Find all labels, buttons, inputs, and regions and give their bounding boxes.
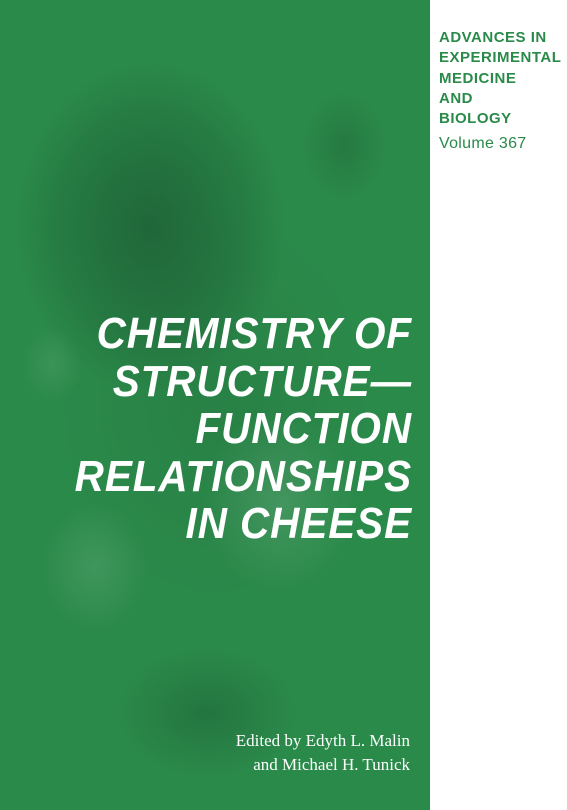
- volume-number: Volume 367: [439, 135, 549, 153]
- editor-line: Edited by Edyth L. Malin: [236, 731, 410, 750]
- title-line: STRUCTURE—: [113, 357, 412, 406]
- series-line: EXPERIMENTAL: [439, 49, 561, 66]
- book-title: CHEMISTRY OF STRUCTURE— FUNCTION RELATIO…: [72, 310, 412, 548]
- title-line: RELATIONSHIPS: [75, 452, 412, 501]
- title-line: IN CHEESE: [186, 499, 412, 548]
- title-line: FUNCTION: [196, 404, 412, 453]
- series-line: ADVANCES IN: [439, 29, 547, 46]
- series-line: MEDICINE: [439, 70, 516, 87]
- editor-line: and Michael H. Tunick: [253, 755, 410, 774]
- title-line: CHEMISTRY OF: [97, 309, 412, 358]
- book-cover: ADVANCES IN EXPERIMENTAL MEDICINE AND BI…: [0, 0, 567, 810]
- series-title: ADVANCES IN EXPERIMENTAL MEDICINE AND BI…: [439, 28, 549, 129]
- series-info: ADVANCES IN EXPERIMENTAL MEDICINE AND BI…: [439, 28, 549, 153]
- editors-block: Edited by Edyth L. Malin and Michael H. …: [0, 729, 410, 778]
- series-line: AND BIOLOGY: [439, 90, 512, 127]
